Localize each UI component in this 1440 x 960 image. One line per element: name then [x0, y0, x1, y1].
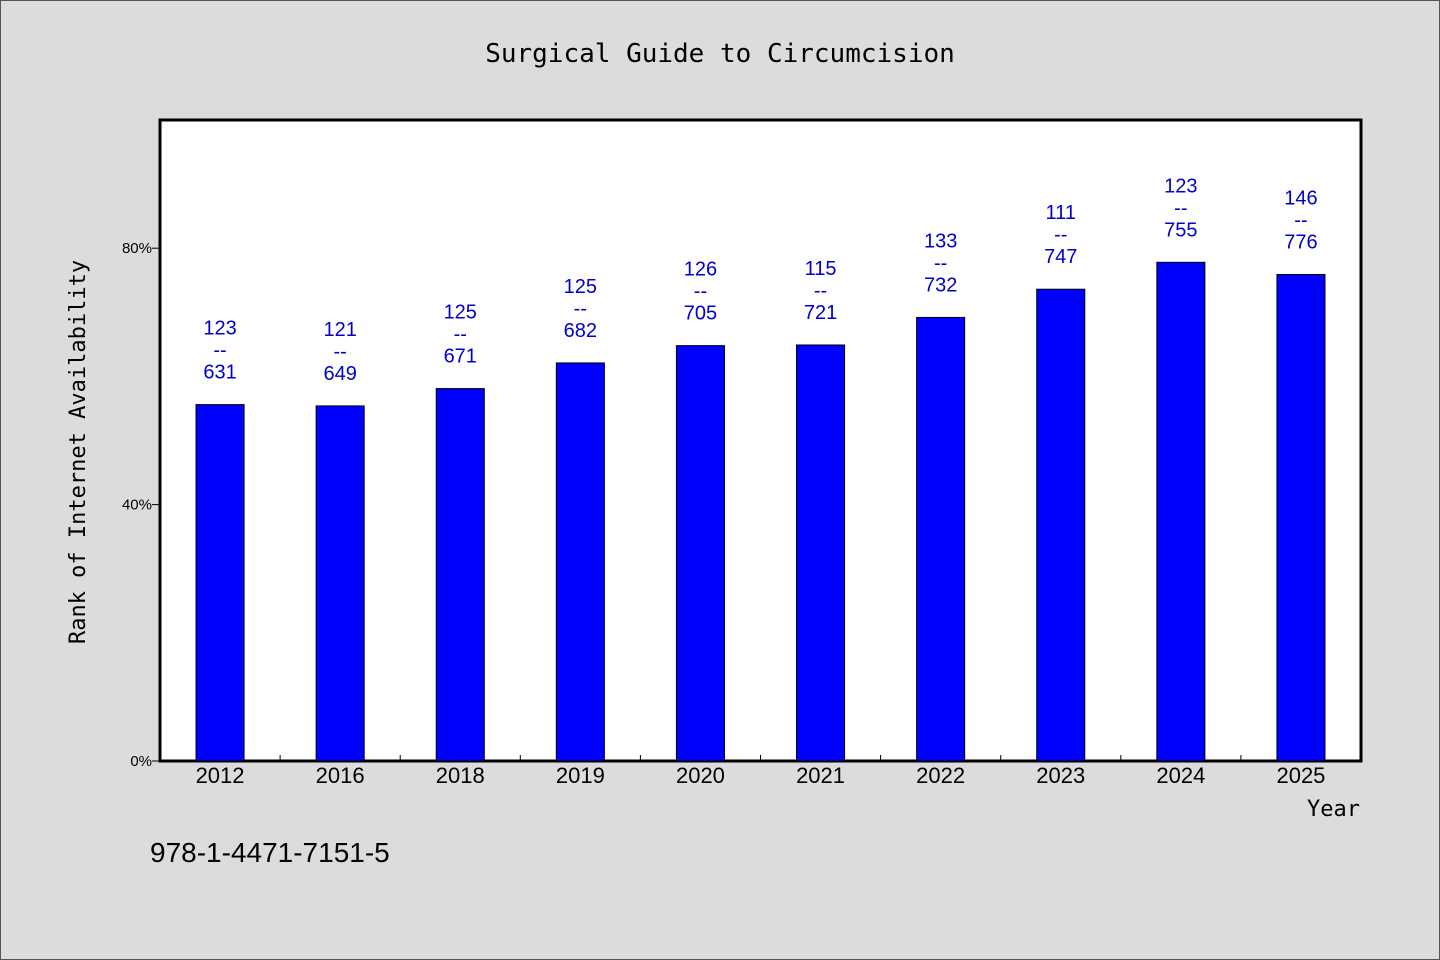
data-label-bottom: 649 [323, 363, 356, 385]
data-label-top: 146 [1284, 187, 1317, 209]
bar [435, 388, 485, 762]
data-label-top: 133 [924, 230, 957, 252]
data-label-separator: -- [1054, 224, 1067, 246]
x-tick-label: 2023 [1036, 763, 1085, 788]
data-label-separator: -- [574, 298, 587, 320]
x-tick-label: 2024 [1156, 763, 1205, 788]
x-tick-label: 2025 [1276, 763, 1325, 788]
x-tick-label: 2018 [436, 763, 485, 788]
y-tick-label: 40% [122, 497, 152, 514]
bar [675, 345, 725, 762]
bar [916, 316, 966, 762]
data-label-separator: -- [1174, 197, 1187, 219]
y-axis-ticks: 0% 40% 80% [122, 240, 160, 770]
x-tick-label: 2012 [196, 763, 245, 788]
data-label-top: 125 [564, 276, 597, 298]
data-label-separator: -- [213, 340, 226, 362]
x-tick-label: 2019 [556, 763, 605, 788]
data-label-top: 125 [444, 302, 477, 324]
y-tick-label: 0% [130, 753, 152, 770]
data-label-top: 123 [1164, 175, 1197, 197]
data-label-separator: -- [694, 281, 707, 303]
bar [1036, 288, 1086, 762]
data-label-bottom: 776 [1284, 231, 1317, 253]
data-label-separator: -- [333, 341, 346, 363]
chart-title: Surgical Guide to Circumcision [485, 39, 955, 69]
data-label-bottom: 682 [564, 320, 597, 342]
data-label-bottom: 755 [1164, 219, 1197, 241]
data-label-top: 111 [1046, 202, 1076, 224]
data-label-top: 123 [203, 318, 236, 340]
bar [796, 344, 846, 762]
x-axis-ticks: 2012 2016 2018 2019 2020 2021 2022 2023 2024 2025 [196, 755, 1325, 788]
data-label-bottom: 705 [684, 303, 717, 325]
bar [555, 362, 605, 762]
data-label-top: 126 [684, 259, 717, 281]
x-tick-label: 2022 [916, 763, 965, 788]
data-label-separator: -- [934, 252, 947, 274]
x-tick-label: 2020 [676, 763, 725, 788]
bar [1156, 261, 1206, 762]
bar [195, 404, 245, 762]
data-label-separator: -- [1294, 209, 1307, 231]
data-label-bottom: 671 [444, 346, 477, 368]
data-labels: 631--123649--121671--125682--125705--126… [203, 175, 1317, 385]
data-label-bottom: 721 [804, 302, 837, 324]
x-tick-label: 2021 [796, 763, 845, 788]
y-tick-label: 80% [122, 240, 152, 257]
y-axis-label: Rank of Internet Availability [66, 260, 91, 644]
data-label-bottom: 631 [203, 362, 236, 384]
isbn-note: 978-1-4471-7151-5 [150, 837, 390, 868]
bars [195, 261, 1326, 762]
data-label-top: 115 [805, 258, 837, 280]
x-tick-label: 2016 [316, 763, 365, 788]
data-label-separator: -- [454, 324, 467, 346]
data-label-bottom: 732 [924, 274, 957, 296]
bar [1276, 273, 1326, 762]
bar [315, 405, 365, 762]
data-label-top: 121 [323, 319, 356, 341]
data-label-bottom: 747 [1044, 246, 1077, 268]
data-label-separator: -- [814, 280, 827, 302]
x-axis-label: Year [1307, 797, 1360, 822]
